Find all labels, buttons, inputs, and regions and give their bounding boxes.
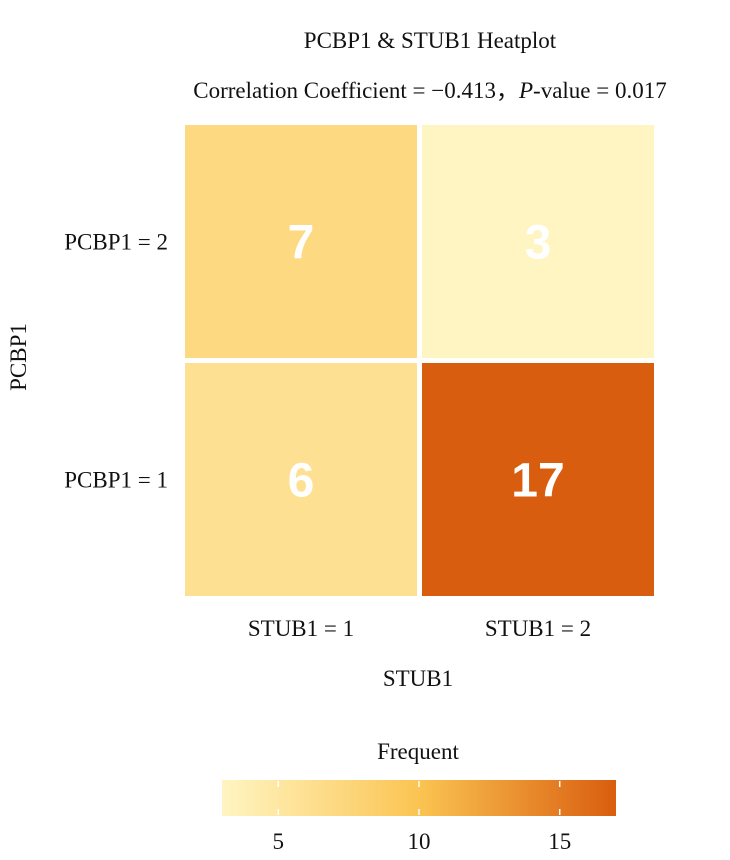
legend-tick-label: 5 — [273, 829, 285, 854]
legend-tick-label: 10 — [408, 829, 431, 854]
subtitle-p-label: P — [518, 78, 533, 103]
heatmap-cell — [422, 125, 654, 358]
chart-title: PCBP1 & STUB1 Heatplot — [304, 28, 557, 53]
legend-ticks: 5 10 15 — [273, 781, 571, 854]
y-tick-label: PCBP1 = 1 — [64, 468, 168, 493]
legend-title: Frequent — [377, 739, 459, 764]
cell-value-label: 6 — [288, 455, 315, 508]
heatmap-cell — [422, 363, 654, 596]
cell-value-label: 3 — [525, 217, 552, 270]
heatmap-cell — [185, 125, 417, 358]
y-axis-ticks: PCBP1 = 2 PCBP1 = 1 — [64, 230, 168, 493]
heatmap-cells — [185, 125, 654, 596]
legend-tick-label: 15 — [548, 829, 571, 854]
heatmap-cell-labels: 7 3 6 17 — [288, 217, 565, 508]
heatmap-cell — [185, 363, 417, 596]
x-axis-ticks: STUB1 = 1 STUB1 = 2 — [248, 616, 591, 641]
subtitle-suffix: -value = 0.017 — [533, 78, 667, 103]
y-tick-label: PCBP1 = 2 — [64, 230, 168, 255]
y-axis-label: PCBP1 — [6, 323, 31, 391]
subtitle-prefix: Correlation Coefficient = −0.413， — [193, 78, 519, 103]
x-tick-label: STUB1 = 1 — [248, 616, 354, 641]
x-tick-label: STUB1 = 2 — [485, 616, 591, 641]
chart-subtitle: Correlation Coefficient = −0.413，P-value… — [193, 78, 666, 103]
x-axis-label: STUB1 — [383, 666, 453, 691]
cell-value-label: 17 — [511, 455, 564, 508]
cell-value-label: 7 — [288, 217, 315, 270]
